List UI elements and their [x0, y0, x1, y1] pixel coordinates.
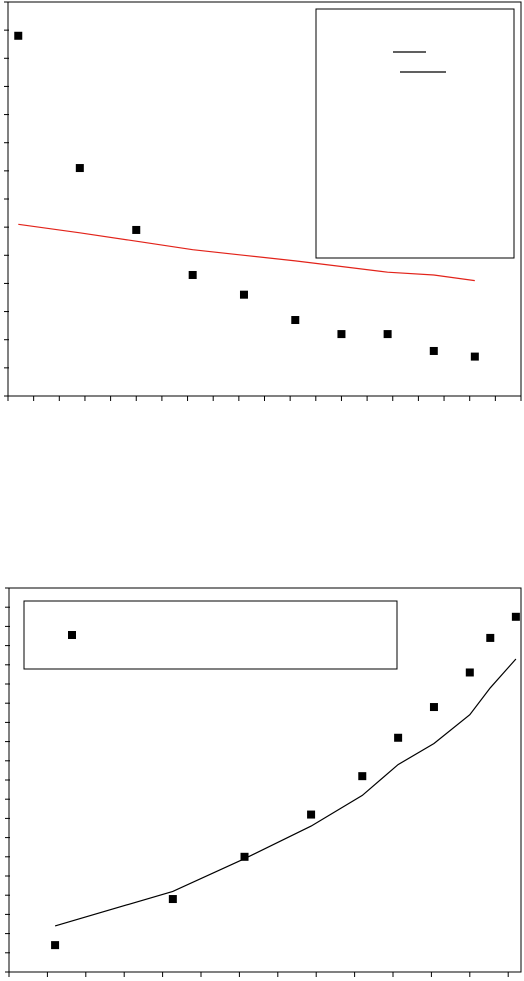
data-point [168, 895, 177, 904]
data-point [132, 225, 141, 234]
series-line [54, 658, 517, 927]
series-line [18, 223, 475, 282]
data-point [240, 852, 249, 861]
data-point [358, 772, 367, 781]
chart-bottom [5, 587, 522, 977]
legend-box [23, 600, 398, 670]
data-point [307, 810, 316, 819]
data-point [51, 941, 60, 950]
data-point [470, 352, 479, 361]
data-point [465, 668, 474, 677]
data-point [511, 612, 520, 621]
chart-top [4, 1, 522, 401]
data-point [394, 733, 403, 742]
data-point [486, 633, 495, 642]
data-point [383, 330, 392, 339]
legend-swatch-marker [68, 631, 76, 639]
legend-box [315, 8, 515, 259]
data-point [291, 316, 300, 325]
data-point [188, 270, 197, 279]
data-point [239, 290, 248, 299]
data-point [75, 164, 84, 173]
data-point [429, 346, 438, 355]
data-point [14, 31, 23, 40]
data-point [337, 330, 346, 339]
data-point [429, 703, 438, 712]
